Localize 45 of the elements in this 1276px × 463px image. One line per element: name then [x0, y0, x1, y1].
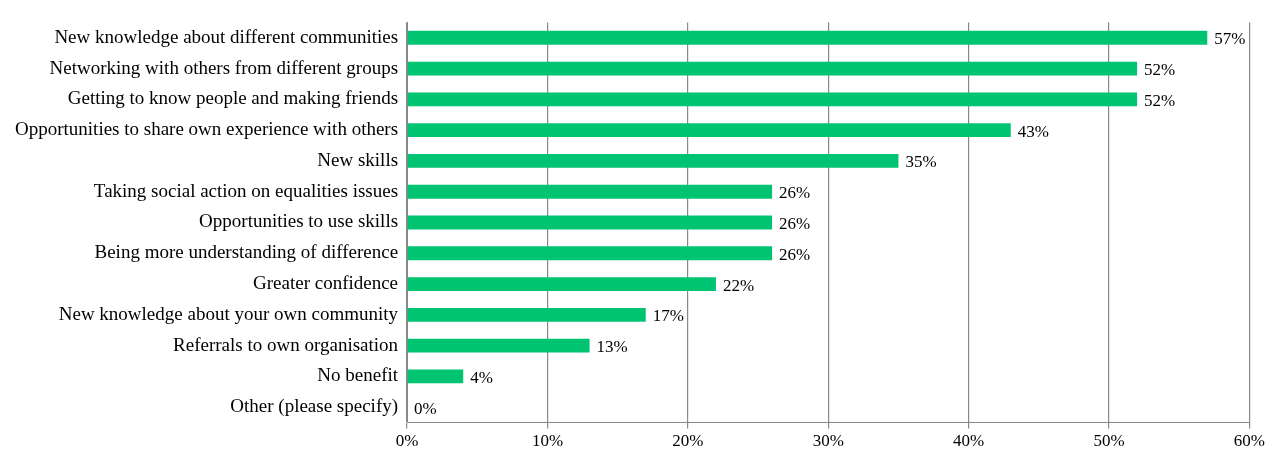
y-tick-label: Opportunities to share own experience with others — [15, 118, 399, 140]
data-label: 43% — [1017, 121, 1049, 141]
x-tick-label: 0% — [395, 431, 419, 451]
data-label: 35% — [905, 152, 937, 172]
x-tick-label: 50% — [1093, 431, 1125, 451]
bar — [407, 277, 716, 291]
data-label: 52% — [1144, 90, 1176, 110]
x-tick-label: 60% — [1233, 431, 1266, 451]
y-tick-label: Networking with others from different groups — [49, 56, 399, 78]
bar — [407, 246, 773, 261]
bar — [407, 369, 464, 384]
x-tick-label: 30% — [812, 431, 844, 451]
x-tick-label: 40% — [953, 431, 985, 451]
y-tick-label: Other (please specify) — [230, 395, 399, 418]
bar — [407, 154, 899, 168]
y-tick-label: No benefit — [317, 364, 399, 386]
data-label: 26% — [779, 244, 811, 264]
bar — [407, 338, 590, 353]
data-label: 22% — [722, 275, 755, 295]
x-tick-label: 20% — [672, 431, 704, 451]
y-tick-label: Getting to know people and making friends — [67, 87, 399, 109]
y-tick-label: New skills — [317, 148, 399, 170]
bar — [407, 184, 773, 199]
data-label: 52% — [1144, 60, 1176, 80]
data-label: 57% — [1214, 29, 1246, 49]
data-label: 4% — [470, 367, 493, 387]
y-tick-label: New knowledge about your own community — [58, 302, 399, 324]
y-tick-label: Opportunities to use skills — [199, 210, 399, 232]
bar — [407, 307, 646, 322]
data-label: 0% — [414, 398, 437, 418]
bar — [407, 123, 1011, 138]
data-label: 17% — [652, 306, 684, 326]
y-tick-label: Being more understanding of difference — [94, 241, 399, 263]
data-label: 26% — [779, 213, 811, 233]
y-tick-label: New knowledge about different communities — [54, 25, 399, 47]
data-label: 13% — [596, 337, 628, 357]
bar — [407, 61, 1138, 76]
bar — [407, 30, 1208, 45]
y-tick-label: Referrals to own organisation — [173, 333, 399, 355]
y-tick-label: Greater confidence — [253, 272, 399, 294]
data-label: 26% — [779, 183, 811, 203]
y-tick-label: Taking social action on equalities issues — [93, 179, 399, 201]
bar — [407, 215, 773, 230]
x-tick-label: 10% — [531, 431, 564, 451]
bar — [407, 92, 1138, 107]
